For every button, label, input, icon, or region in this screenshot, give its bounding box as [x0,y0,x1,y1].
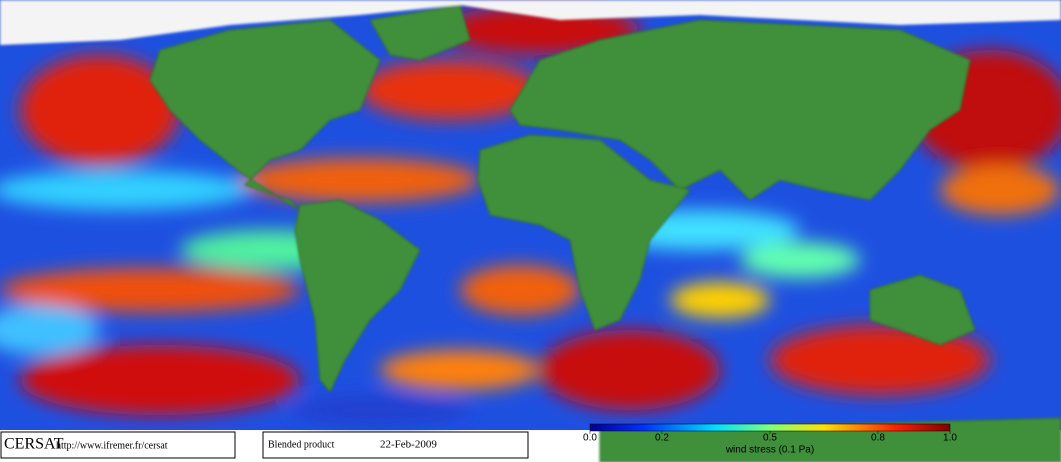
eurasia [509,19,971,201]
colorbar-label: wind stress (0.1 Pa) [725,445,814,456]
australia [869,274,976,346]
product-box [262,431,529,459]
url: http://www.ifremer.fr/cersat [56,440,168,451]
colorbar-tick-label: 0.8 [871,433,885,444]
logo: CERSAT [4,436,64,453]
logo-box [0,431,236,459]
north-america [149,19,381,211]
south-america [294,199,421,393]
colorbar-tick-label: 0.2 [655,433,669,444]
colorbar-tick-label: 0.0 [583,433,597,444]
wind-field [0,5,1061,425]
date: 22-Feb-2009 [380,439,437,451]
greenland [369,4,471,61]
colorbar-tick-label: 1.0 [943,433,957,444]
product: Blended product [268,439,335,450]
colorbar-tick-label: 0.5 [763,433,777,444]
africa [477,134,691,331]
arctic-ice [0,0,1061,45]
colorbar [589,423,951,432]
